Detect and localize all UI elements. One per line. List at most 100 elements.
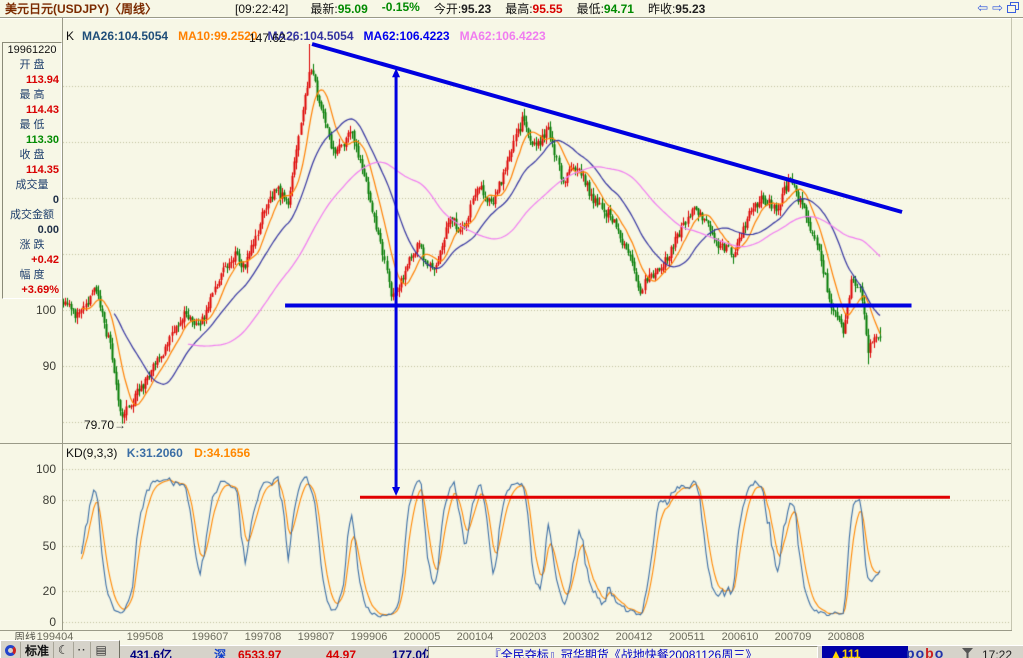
info-field-value: +0.42 xyxy=(31,254,59,266)
mini-toolbar: 标准 ☾ ·· ▤ xyxy=(0,640,120,658)
moon-icon: ☾ xyxy=(58,643,69,657)
kd-indicator-header: KD(9,3,3) K:31.2060 D:34.1656 xyxy=(66,446,250,460)
info-field-label: 涨 跌 xyxy=(19,239,45,251)
ma-value: MA26:104.5054 xyxy=(267,29,354,43)
quote-field-value: 94.71 xyxy=(603,2,634,16)
info-field-label: 最 高 xyxy=(19,89,45,101)
quote-field-value: 95.55 xyxy=(532,2,563,16)
quote-field: 昨收:95.23 xyxy=(648,0,705,17)
main-axis-tick-label: 100 xyxy=(35,303,56,317)
info-field-label: 成交量 xyxy=(15,179,49,191)
quote-field-label: 最新: xyxy=(310,2,338,16)
pobo-brand-logo: pobo xyxy=(906,646,944,658)
quote-field-value: 95.23 xyxy=(675,2,706,16)
ma-value: MA10:99.2520 xyxy=(178,29,258,43)
quote-field-label: 今开: xyxy=(433,2,462,16)
more-options-button[interactable]: ·· xyxy=(74,642,92,658)
x-axis-label: 200808 xyxy=(827,631,865,643)
filter-funnel-icon[interactable] xyxy=(962,648,973,658)
window-controls: ⇦ ⇨ xyxy=(977,1,1019,14)
x-axis-label: 200005 xyxy=(403,631,441,643)
info-field-label: 收 盘 xyxy=(19,149,45,161)
keyboard-icon: ▤ xyxy=(95,643,107,657)
kd-k-value: K:31.2060 xyxy=(126,446,183,460)
quote-field: 最新:95.09 xyxy=(310,0,367,17)
info-field-label: 幅 度 xyxy=(19,269,45,281)
back-arrow-icon[interactable]: ⇦ xyxy=(977,0,989,15)
sz-index-value: 6533.97 xyxy=(238,648,282,658)
forward-arrow-icon[interactable]: ⇨ xyxy=(992,0,1003,15)
ma-value: MA62:106.4223 xyxy=(459,29,546,43)
symbol-title: 美元日元(USDJPY)〈周线〉 xyxy=(5,2,158,16)
x-axis-label: 199906 xyxy=(350,631,388,643)
keyboard-wizard-button[interactable]: ▤ xyxy=(91,642,110,658)
sz-index-change: 44.97 xyxy=(326,648,357,658)
info-field-label: 成交金额 xyxy=(10,209,54,221)
kd-axis-tick-label: 80 xyxy=(42,492,56,507)
peak-price-text: 147.62 xyxy=(249,31,286,45)
kd-axis-tick-label: 100 xyxy=(35,462,56,476)
quote-field-label: 昨收: xyxy=(647,2,676,16)
status-bar: 431.6亿 深 6533.97 44.97 177.0亿 『全民夺标』冠华期货… xyxy=(0,645,1023,658)
x-axis-label: 200104 xyxy=(456,631,494,643)
quote-field: 最低:94.71 xyxy=(577,0,634,17)
restore-window-icon[interactable] xyxy=(1007,2,1019,13)
low-price-text: 79.70 xyxy=(84,418,115,432)
standard-layout-button[interactable]: 标准 xyxy=(21,642,55,658)
x-axis-label: 200203 xyxy=(509,631,547,643)
info-field-label: 最 低 xyxy=(19,119,45,131)
x-axis-label: 199708 xyxy=(244,631,282,643)
sh-turnover: 431.6亿 xyxy=(130,648,173,658)
quote-bar: 美元日元(USDJPY)〈周线〉 [09:22:42] 最新:95.09 -0.1… xyxy=(0,0,1023,18)
quote-field: 最高:95.55 xyxy=(505,0,562,17)
peak-price-callout: 147.62→ xyxy=(249,31,298,45)
main-axis-tick-label: 90 xyxy=(42,359,56,373)
x-axis-label: 200412 xyxy=(615,631,653,643)
x-axis-label: 199508 xyxy=(126,631,164,643)
panel-divider xyxy=(0,443,1012,444)
info-field-label: 开 盘 xyxy=(19,59,45,71)
x-axis-divider xyxy=(0,630,1012,631)
main-price-chart[interactable] xyxy=(63,44,1010,443)
brand-letter: o xyxy=(934,645,945,658)
quote-field-value: -0.15% xyxy=(381,0,420,14)
sz-market-icon: 深 xyxy=(214,648,227,658)
x-axis-label: 200511 xyxy=(669,631,705,643)
low-price-callout: 79.70→ xyxy=(84,418,126,432)
y-axis-line xyxy=(62,18,63,630)
x-axis-label: 200709 xyxy=(774,631,812,643)
brand-letter: o xyxy=(915,645,926,658)
standard-layout-label: 标准 xyxy=(25,643,50,658)
quote-field: 今开:95.23 xyxy=(434,0,491,17)
k-line-flag: K xyxy=(66,29,75,43)
info-field-value: 113.94 xyxy=(25,74,59,86)
scrolling-news-message[interactable]: 『全民夺标』冠华期货《战地快餐20081126周三》 xyxy=(428,646,818,658)
app-logo-icon[interactable] xyxy=(1,642,21,658)
peak-pointer-icon: → xyxy=(285,31,298,45)
ma-indicator-header: K MA26:104.5054 MA10:99.2520 MA26:104.5054 M… xyxy=(66,29,556,43)
ma-value: MA62:106.4223 xyxy=(363,29,450,43)
kd-axis-tick-label: 0 xyxy=(49,615,56,629)
info-field-value: 0.00 xyxy=(37,224,59,236)
brand-letter: p xyxy=(906,645,916,658)
dots-icon: ·· xyxy=(77,644,87,656)
low-pointer-icon: → xyxy=(114,418,127,432)
night-mode-button[interactable]: ☾ xyxy=(54,642,74,658)
kd-d-value: D:34.1656 xyxy=(194,446,251,460)
info-field-value: +3.69% xyxy=(21,284,59,296)
kd-indicator-chart[interactable] xyxy=(63,459,1010,629)
info-field-value: 113.30 xyxy=(25,134,59,146)
info-field-value: 114.35 xyxy=(25,164,59,176)
signal-badge: ▲111 xyxy=(822,646,908,658)
quote-field-label: 最高: xyxy=(505,2,533,16)
kd-axis-tick-label: 20 xyxy=(42,584,56,599)
ohlc-info-panel: 19961220 开 盘 113.94 最 高 114.43 最 低 113.30 收 盘 1… xyxy=(2,42,62,299)
quote-fields: 最新:95.09 -0.15% 今开:95.23 最高:95.55 最低:94.71 昨收… xyxy=(310,0,705,17)
quote-timestamp: [09:22:42] xyxy=(235,1,289,16)
ma-value: MA26:104.5054 xyxy=(82,29,169,43)
quote-field: -0.15% xyxy=(382,0,420,17)
chart-right-border xyxy=(1011,18,1012,630)
x-axis-label: 199607 xyxy=(191,631,229,643)
kd-title: KD(9,3,3) xyxy=(66,446,118,460)
